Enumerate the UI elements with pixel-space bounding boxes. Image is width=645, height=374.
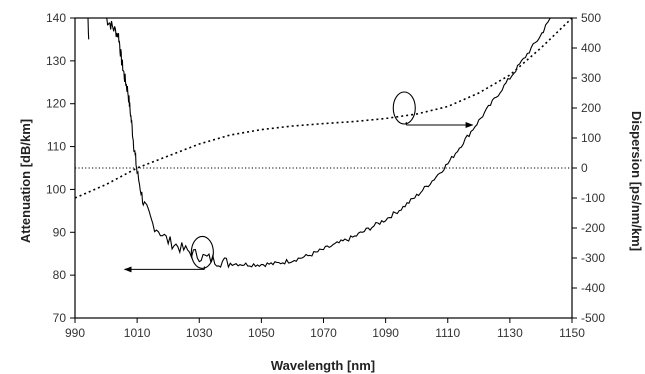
y-left-tick-label: 90 bbox=[53, 225, 67, 239]
y-left-tick-label: 130 bbox=[46, 54, 66, 68]
y-right-tick-label: 200 bbox=[581, 101, 601, 115]
y-right-tick-label: -200 bbox=[581, 221, 605, 235]
y-axis-right: -500 -400 -300 -200 -100 0 100 200 300 400 500 bbox=[572, 11, 605, 325]
y-right-tick-label: 500 bbox=[581, 11, 601, 25]
y-left-tick-label: 110 bbox=[47, 140, 66, 154]
dispersion-line bbox=[75, 18, 572, 199]
y-right-tick-label: 0 bbox=[581, 161, 588, 175]
x-tick-label: 1050 bbox=[248, 326, 275, 340]
y-axis-left-label: Attenuation [dB/km] bbox=[18, 119, 33, 243]
x-tick-label: 1030 bbox=[186, 326, 213, 340]
y-left-tick-label: 120 bbox=[46, 97, 66, 111]
annotation-ellipse bbox=[190, 235, 214, 269]
x-tick-label: 1130 bbox=[497, 326, 523, 340]
y-left-tick-label: 140 bbox=[46, 11, 66, 25]
x-tick-label: 1070 bbox=[310, 326, 337, 340]
y-left-tick-label: 100 bbox=[46, 182, 66, 196]
x-tick-label: 990 bbox=[65, 326, 85, 340]
y-right-tick-label: -400 bbox=[581, 281, 605, 295]
y-left-tick-label: 70 bbox=[53, 311, 67, 325]
y-right-tick-label: 400 bbox=[581, 41, 601, 55]
x-tick-label: 1090 bbox=[372, 326, 399, 340]
annotations bbox=[123, 91, 474, 273]
y-right-tick-label: 100 bbox=[581, 131, 601, 145]
x-tick-label: 1110 bbox=[435, 326, 460, 340]
attenuation-fragment-line bbox=[87, 18, 90, 40]
attenuation-line bbox=[105, 18, 551, 269]
y-left-tick-label: 80 bbox=[53, 268, 67, 282]
y-right-tick-label: -300 bbox=[581, 251, 605, 265]
x-tick-label: 1010 bbox=[124, 326, 151, 340]
annotation-ellipse bbox=[392, 91, 416, 125]
x-axis-label: Wavelength [nm] bbox=[271, 358, 375, 373]
x-tick-label: 1150 bbox=[559, 326, 585, 340]
x-axis: 990 1010 1030 1050 1070 1090 1110 1130 1150 bbox=[65, 318, 585, 340]
y-right-tick-label: 300 bbox=[581, 71, 601, 85]
y-axis-right-label: Dispersion [ps/nm/km] bbox=[629, 111, 644, 251]
y-right-tick-label: -100 bbox=[581, 191, 605, 205]
y-axis-left: 70 80 90 100 110 120 130 140 bbox=[46, 11, 75, 325]
series-layer bbox=[75, 18, 572, 269]
y-right-tick-label: -500 bbox=[581, 311, 605, 325]
